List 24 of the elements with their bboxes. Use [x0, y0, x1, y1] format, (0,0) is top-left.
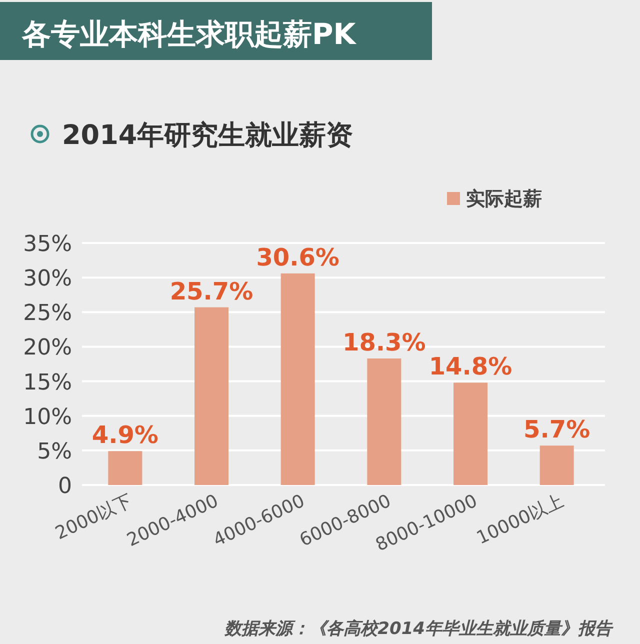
y-tick-label: 30%	[23, 266, 72, 292]
data-label: 25.7%	[170, 277, 254, 306]
y-tick-label: 5%	[37, 439, 72, 464]
bar	[540, 446, 574, 485]
y-tick-label: 20%	[23, 336, 72, 361]
y-tick-label: 0	[58, 474, 72, 499]
y-tick-label: 15%	[23, 370, 72, 396]
bar	[194, 307, 228, 485]
data-label: 18.3%	[342, 328, 426, 356]
y-tick-label: 25%	[23, 301, 72, 326]
chart-title: 各专业本科生求职起薪PK	[21, 17, 358, 51]
data-label: 14.8%	[428, 352, 512, 381]
y-tick-label: 35%	[23, 232, 72, 257]
source-note: 数据来源：《各高校2014年毕业生就业质量》报告	[224, 619, 614, 639]
bar	[367, 358, 402, 485]
chart-subtitle: 2014年研究生就业薪资	[62, 120, 354, 151]
bar	[280, 273, 315, 485]
legend-label: 实际起薪	[466, 188, 542, 210]
data-label: 5.7%	[524, 416, 590, 444]
y-tick-label: 10%	[23, 404, 72, 430]
bar	[454, 382, 488, 485]
bar	[108, 451, 142, 485]
data-label: 30.6%	[256, 243, 340, 272]
data-label: 4.9%	[92, 421, 158, 450]
